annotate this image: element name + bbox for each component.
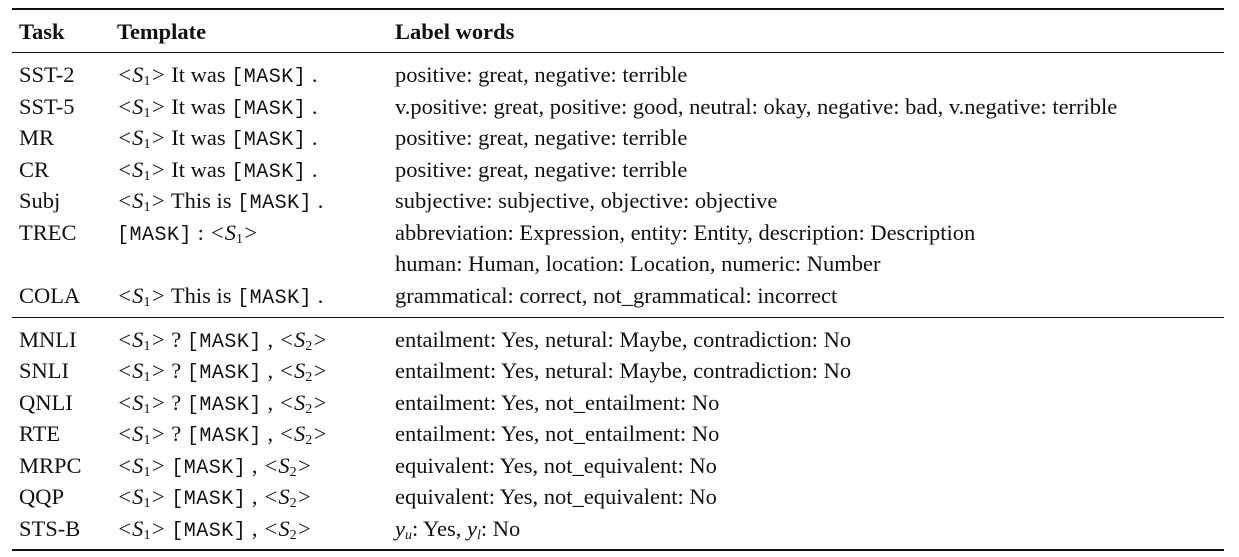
task-cell: RTE	[19, 421, 61, 446]
template-cell: <S1> ? [MASK] , <S2>	[117, 421, 328, 448]
template-cell: <S1> [MASK] , <S2>	[117, 453, 312, 480]
task-cell: STS-B	[19, 516, 81, 541]
label-words-cell: equivalent: Yes, not_equivalent: No	[395, 453, 717, 478]
label-words-cell: entailment: Yes, netural: Maybe, contrad…	[395, 358, 852, 383]
table-row: STS-B <S1> [MASK] , <S2> yu: Yes, yl: No	[12, 513, 1224, 544]
table-row: SST-2 <S1> It was [MASK] . positive: gre…	[12, 59, 1224, 90]
task-cell: CR	[19, 157, 50, 182]
label-words-cell: subjective: subjective, objective: objec…	[395, 188, 778, 213]
label-words-cell: positive: great, negative: terrible	[395, 125, 688, 150]
top-rule	[12, 8, 1224, 10]
table-row: human: Human, location: Location, numeri…	[12, 248, 1224, 279]
table-row: RTE <S1> ? [MASK] , <S2> entailment: Yes…	[12, 418, 1224, 449]
task-cell: COLA	[19, 283, 81, 308]
table-row: SST-5 <S1> It was [MASK] . v.positive: g…	[12, 91, 1224, 122]
template-cell: <S1> This is [MASK] .	[117, 188, 324, 215]
template-cell: [MASK] : <S1>	[117, 220, 259, 247]
task-cell: MR	[19, 125, 55, 150]
task-cell: TREC	[19, 220, 77, 245]
template-cell: <S1> This is [MASK] .	[117, 283, 324, 310]
task-cell: MRPC	[19, 453, 82, 478]
template-cell: <S1> ? [MASK] , <S2>	[117, 327, 328, 354]
label-words-cell-continued: human: Human, location: Location, numeri…	[395, 251, 881, 276]
table-row: QNLI <S1> ? [MASK] , <S2> entailment: Ye…	[12, 387, 1224, 418]
task-cell: SST-2	[19, 62, 75, 87]
template-cell: <S1> [MASK] , <S2>	[117, 516, 312, 543]
label-words-cell: v.positive: great, positive: good, neutr…	[395, 94, 1118, 119]
task-cell: SST-5	[19, 94, 75, 119]
template-cell: <S1> It was [MASK] .	[117, 94, 318, 121]
label-words-cell: entailment: Yes, not_entailment: No	[395, 421, 720, 446]
label-words-cell: grammatical: correct, not_grammatical: i…	[395, 283, 838, 308]
header-rule	[12, 52, 1224, 53]
table-row: MNLI <S1> ? [MASK] , <S2> entailment: Ye…	[12, 324, 1224, 355]
label-words-cell: equivalent: Yes, not_equivalent: No	[395, 484, 717, 509]
table-row: CR <S1> It was [MASK] . positive: great,…	[12, 154, 1224, 185]
table-row: QQP <S1> [MASK] , <S2> equivalent: Yes, …	[12, 481, 1224, 512]
task-cell: SNLI	[19, 358, 69, 383]
group-rule	[12, 317, 1224, 318]
label-words-cell: entailment: Yes, not_entailment: No	[395, 390, 720, 415]
label-words-cell: yu: Yes, yl: No	[395, 516, 521, 543]
task-cell: QQP	[19, 484, 65, 509]
label-words-cell: entailment: Yes, netural: Maybe, contrad…	[395, 327, 852, 352]
table-row: MRPC <S1> [MASK] , <S2> equivalent: Yes,…	[12, 450, 1224, 481]
table-row: TREC [MASK] : <S1> abbreviation: Express…	[12, 217, 1224, 248]
task-cell: QNLI	[19, 390, 73, 415]
label-words-cell: positive: great, negative: terrible	[395, 62, 688, 87]
template-cell: <S1> It was [MASK] .	[117, 62, 318, 89]
label-words-cell: positive: great, negative: terrible	[395, 157, 688, 182]
task-cell: Subj	[19, 188, 61, 213]
header-task: Task	[19, 19, 65, 44]
task-cell: MNLI	[19, 327, 77, 352]
label-words-cell: abbreviation: Expression, entity: Entity…	[395, 220, 976, 245]
template-cell: <S1> It was [MASK] .	[117, 157, 318, 184]
table-row: MR <S1> It was [MASK] . positive: great,…	[12, 122, 1224, 153]
template-cell: <S1> [MASK] , <S2>	[117, 484, 312, 511]
template-cell: <S1> ? [MASK] , <S2>	[117, 358, 328, 385]
table-row: Subj <S1> This is [MASK] . subjective: s…	[12, 185, 1224, 216]
table-row: SNLI <S1> ? [MASK] , <S2> entailment: Ye…	[12, 355, 1224, 386]
bottom-rule	[12, 549, 1224, 551]
header-label-words: Label words	[395, 19, 515, 44]
template-cell: <S1> ? [MASK] , <S2>	[117, 390, 328, 417]
header-row: Task Template Label words	[12, 16, 1224, 47]
template-cell: <S1> It was [MASK] .	[117, 125, 318, 152]
table-row: COLA <S1> This is [MASK] . grammatical: …	[12, 280, 1224, 311]
header-template: Template	[117, 19, 207, 44]
